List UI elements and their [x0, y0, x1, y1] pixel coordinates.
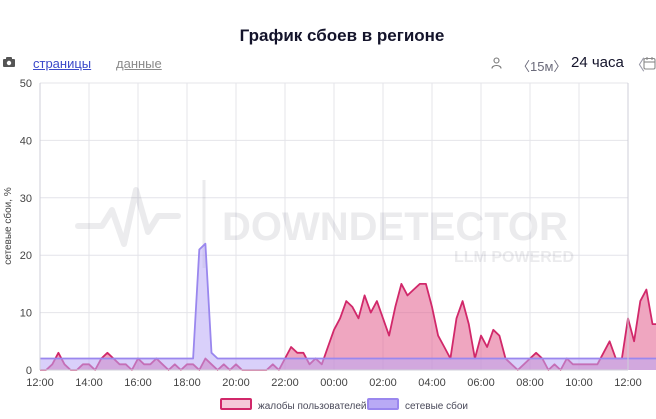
x-tick-label: 10:00	[565, 377, 593, 389]
tab-pages[interactable]: страницы	[33, 56, 92, 71]
x-tick-label: 02:00	[369, 377, 397, 389]
x-tick-label: 12:00	[614, 377, 642, 389]
legend-item-outages[interactable]: сетевые сбои	[367, 398, 468, 412]
y-tick-label: 10	[20, 308, 32, 320]
chevron-left-icon[interactable]: 〈	[630, 57, 646, 74]
interval-selector[interactable]: 〈15м〉	[517, 59, 567, 74]
y-axis-label: сетевые сбои, %	[2, 187, 14, 265]
user-icon[interactable]	[491, 57, 502, 69]
period-selector[interactable]: 24 часа	[571, 54, 624, 71]
legend-label-complaints: жалобы пользователей	[258, 401, 367, 412]
x-tick-label: 18:00	[173, 377, 201, 389]
x-tick-label: 06:00	[467, 377, 495, 389]
y-tick-label: 40	[20, 135, 32, 147]
legend-label-outages: сетевые сбои	[405, 401, 468, 412]
watermark-main-text: DOWNDETECTOR	[222, 205, 568, 249]
x-tick-label: 16:00	[124, 377, 152, 389]
y-tick-label: 20	[20, 250, 32, 262]
chart-legend: жалобы пользователей сетевые сбои	[0, 398, 656, 412]
chart-title: График сбоев в регионе	[239, 26, 445, 45]
y-tick-label: 30	[20, 193, 32, 205]
tab-data[interactable]: данные	[116, 56, 162, 71]
watermark-pulse-icon	[75, 187, 181, 247]
chart-toolbar: страницы данные 〈15м〉 24 часа 〈	[0, 52, 656, 76]
x-tick-label: 12:00	[26, 377, 54, 389]
x-tick-label: 04:00	[418, 377, 446, 389]
chart-axes: 0 10 20 30 40 50 12:00 14:00 16:00 18:00 20:00 22:0…	[20, 78, 642, 389]
x-tick-label: 22:00	[271, 377, 299, 389]
x-tick-label: 14:00	[75, 377, 103, 389]
legend-swatch-outages	[367, 398, 399, 410]
x-tick-label: 08:00	[516, 377, 544, 389]
legend-swatch-complaints	[220, 398, 252, 410]
x-tick-label: 20:00	[222, 377, 250, 389]
legend-item-complaints[interactable]: жалобы пользователей	[220, 398, 367, 412]
watermark: DOWNDETECTOR LLM POWERED	[75, 180, 574, 268]
chart-series	[40, 242, 656, 371]
calendar-icon[interactable]	[643, 56, 656, 70]
y-tick-label: 0	[26, 365, 32, 377]
failure-chart: DOWNDETECTOR LLM POWERED 0 10 20 30 40 50 12:0…	[2, 78, 656, 389]
camera-icon[interactable]	[2, 56, 16, 68]
watermark-sub-text: LLM POWERED	[454, 249, 574, 266]
y-tick-label: 50	[20, 78, 32, 90]
x-tick-label: 00:00	[320, 377, 348, 389]
series-line-outages	[40, 242, 656, 360]
